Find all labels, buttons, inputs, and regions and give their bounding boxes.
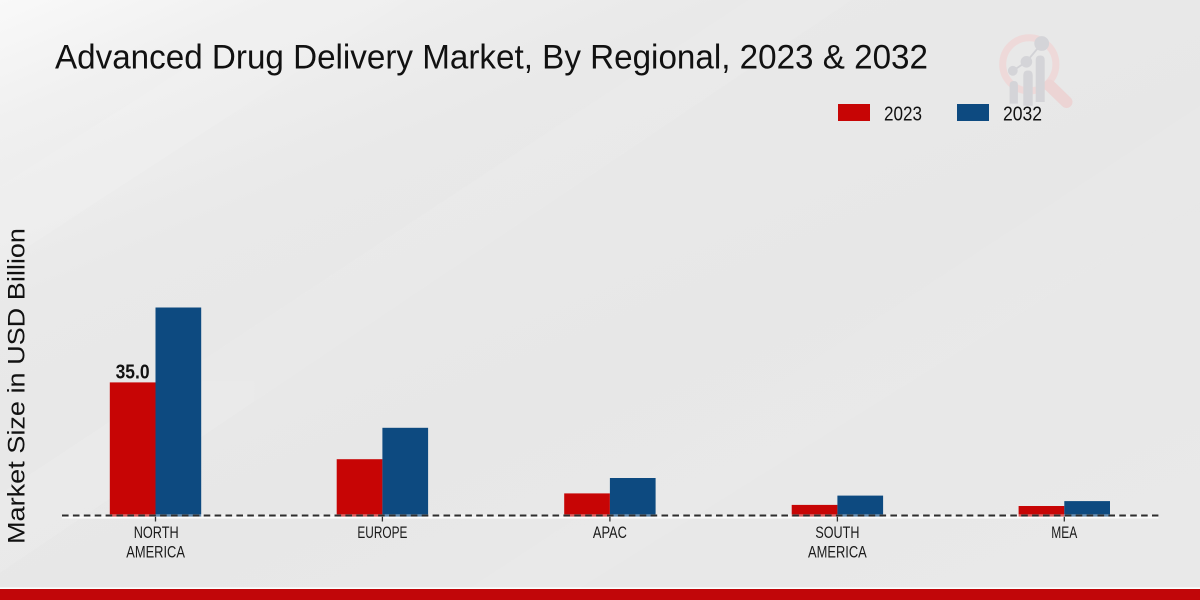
svg-text:SOUTH: SOUTH xyxy=(815,523,859,542)
svg-text:EUROPE: EUROPE xyxy=(357,523,407,542)
svg-text:AMERICA: AMERICA xyxy=(808,543,867,562)
svg-text:APAC: APAC xyxy=(593,523,627,542)
svg-text:NORTH: NORTH xyxy=(134,523,179,542)
svg-text:AMERICA: AMERICA xyxy=(126,543,185,562)
svg-text:MEA: MEA xyxy=(1051,523,1077,542)
svg-text:35.0: 35.0 xyxy=(116,362,150,384)
svg-text:Advanced Drug Delivery Market,: Advanced Drug Delivery Market, By Region… xyxy=(55,39,928,77)
svg-text:2032: 2032 xyxy=(1003,103,1042,125)
svg-text:2023: 2023 xyxy=(884,103,922,125)
svg-text:Market Size in USD Billion: Market Size in USD Billion xyxy=(4,228,31,544)
